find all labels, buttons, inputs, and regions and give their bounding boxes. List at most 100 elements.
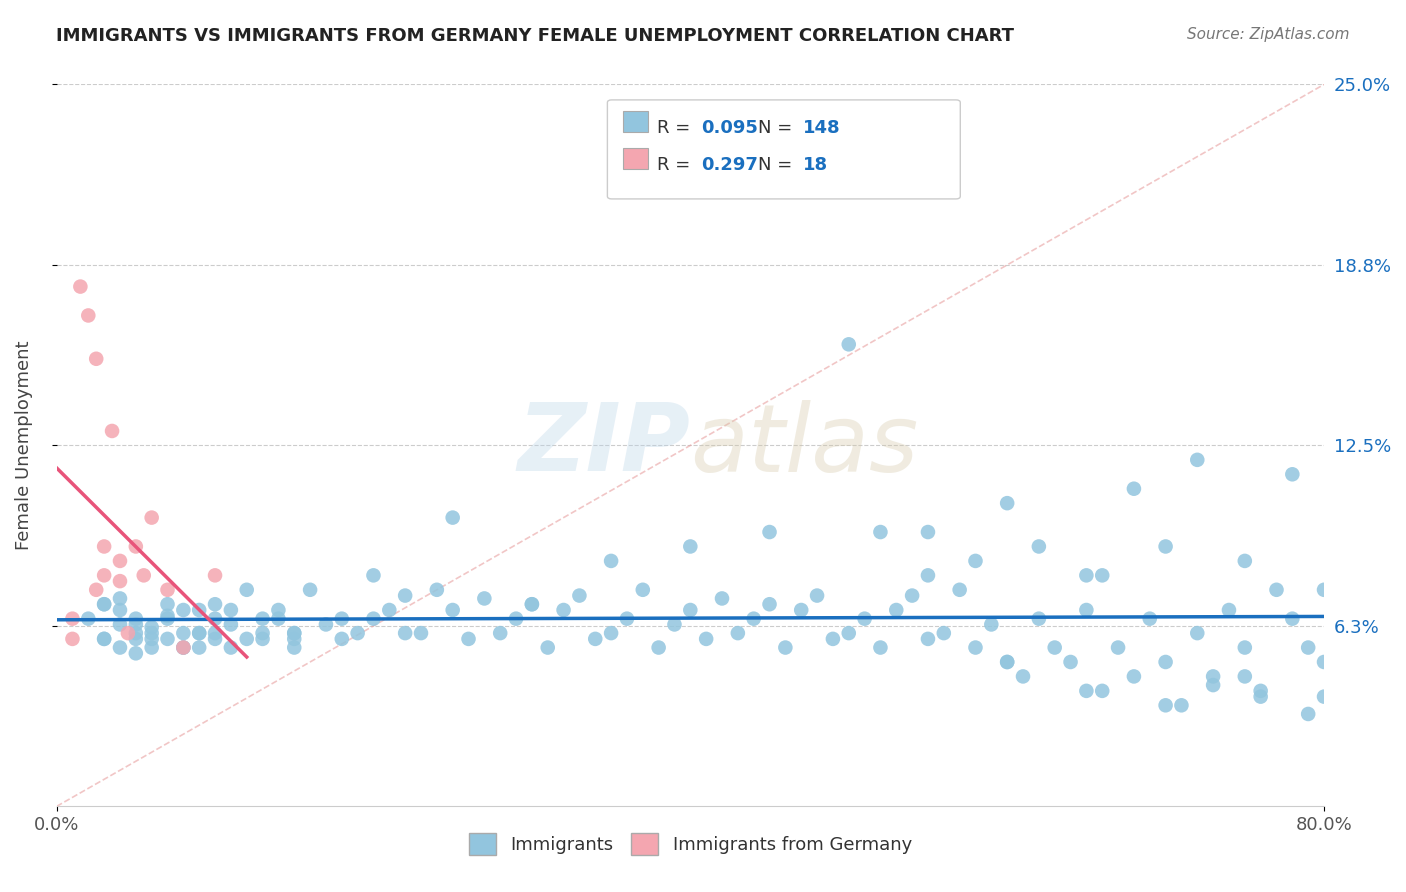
Point xyxy=(117,626,139,640)
Point xyxy=(1091,684,1114,698)
Point xyxy=(441,510,464,524)
Point xyxy=(965,640,987,655)
Point xyxy=(84,582,107,597)
Point xyxy=(1296,706,1319,721)
Point xyxy=(1202,669,1225,683)
Point xyxy=(108,603,131,617)
Point xyxy=(647,640,669,655)
Point xyxy=(1028,540,1050,554)
Point xyxy=(758,524,780,539)
Text: Source: ZipAtlas.com: Source: ZipAtlas.com xyxy=(1187,27,1350,42)
Point xyxy=(838,626,860,640)
Point xyxy=(315,617,337,632)
Point xyxy=(995,496,1018,510)
Point xyxy=(252,632,274,646)
Point xyxy=(204,632,226,646)
Y-axis label: Female Unemployment: Female Unemployment xyxy=(15,341,32,550)
Point xyxy=(1233,669,1256,683)
Point xyxy=(1281,612,1303,626)
Point xyxy=(125,626,148,640)
Text: R =: R = xyxy=(657,119,696,136)
Point xyxy=(125,617,148,632)
Point xyxy=(156,597,179,611)
Point xyxy=(346,626,368,640)
Point xyxy=(1012,669,1035,683)
Point xyxy=(125,540,148,554)
Point xyxy=(267,603,290,617)
Point xyxy=(330,612,353,626)
Text: N =: N = xyxy=(758,156,797,174)
Point xyxy=(108,591,131,606)
Point xyxy=(1122,482,1144,496)
Point xyxy=(188,626,211,640)
Point xyxy=(188,603,211,617)
Point xyxy=(93,597,115,611)
Point xyxy=(62,632,84,646)
Text: atlas: atlas xyxy=(690,400,918,491)
Point xyxy=(204,626,226,640)
Point xyxy=(695,632,717,646)
Point xyxy=(853,612,876,626)
Point xyxy=(108,617,131,632)
Point xyxy=(219,640,242,655)
Point xyxy=(330,632,353,646)
Point xyxy=(441,603,464,617)
Point xyxy=(472,591,495,606)
Text: ZIP: ZIP xyxy=(517,400,690,491)
Point xyxy=(283,640,305,655)
Point xyxy=(537,640,560,655)
Point xyxy=(679,540,702,554)
Point xyxy=(980,617,1002,632)
Point xyxy=(93,632,115,646)
Point xyxy=(1281,467,1303,482)
Point xyxy=(235,582,257,597)
Point xyxy=(125,632,148,646)
Point xyxy=(1076,603,1098,617)
Point xyxy=(204,597,226,611)
Point xyxy=(409,626,432,640)
Point xyxy=(553,603,575,617)
Text: 0.095: 0.095 xyxy=(702,119,758,136)
Point xyxy=(1139,612,1161,626)
Point xyxy=(235,632,257,646)
Point xyxy=(394,589,416,603)
Point xyxy=(363,568,385,582)
Point xyxy=(568,589,591,603)
Point xyxy=(93,597,115,611)
Point xyxy=(1028,612,1050,626)
Point xyxy=(917,568,939,582)
Point xyxy=(1107,640,1129,655)
Point xyxy=(1187,626,1209,640)
Text: R =: R = xyxy=(657,156,696,174)
Point xyxy=(616,612,638,626)
Point xyxy=(583,632,606,646)
Point xyxy=(299,582,322,597)
Point xyxy=(1154,655,1177,669)
Point xyxy=(69,279,91,293)
Point xyxy=(141,620,163,634)
Point xyxy=(1250,684,1272,698)
Point xyxy=(108,554,131,568)
Point xyxy=(489,626,512,640)
Point xyxy=(1313,690,1336,704)
Point xyxy=(252,626,274,640)
Point xyxy=(132,568,155,582)
Point xyxy=(457,632,479,646)
Point xyxy=(125,612,148,626)
Point xyxy=(156,582,179,597)
Point xyxy=(520,597,543,611)
Point xyxy=(1076,684,1098,698)
Point xyxy=(838,337,860,351)
Point xyxy=(84,351,107,366)
Point xyxy=(1154,698,1177,713)
Point xyxy=(775,640,797,655)
Text: 148: 148 xyxy=(803,119,841,136)
Point xyxy=(141,632,163,646)
Point xyxy=(172,640,194,655)
Point xyxy=(1218,603,1240,617)
Point xyxy=(949,582,972,597)
Point xyxy=(267,612,290,626)
Point xyxy=(917,524,939,539)
Point xyxy=(821,632,844,646)
Point xyxy=(932,626,955,640)
